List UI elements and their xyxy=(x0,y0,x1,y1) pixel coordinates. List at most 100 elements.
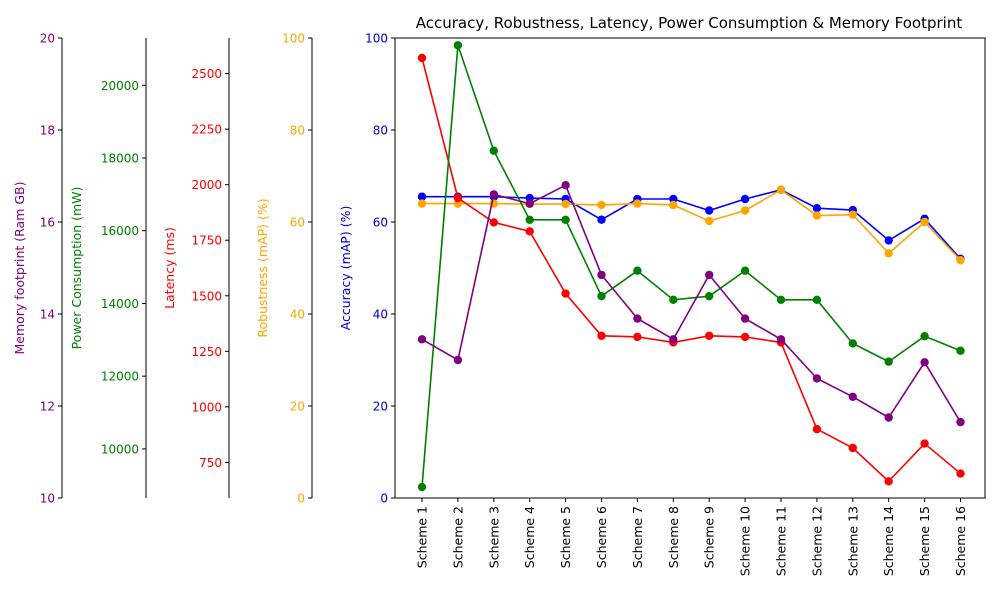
data-point-power xyxy=(884,357,893,366)
data-point-memory xyxy=(705,270,714,280)
data-point-robustness xyxy=(956,255,965,265)
data-point-memory xyxy=(812,374,822,383)
data-point-power xyxy=(776,295,786,305)
x-tick-label: Scheme 16 xyxy=(953,506,968,576)
data-point-power xyxy=(705,291,714,301)
x-tick-label: Scheme 6 xyxy=(594,506,609,568)
axis-tick-label-accuracy: 20 xyxy=(373,400,388,414)
axis-tick-label-robustness: 40 xyxy=(290,308,305,322)
series-line-latency xyxy=(421,57,962,483)
x-tick-label: Scheme 10 xyxy=(738,506,753,576)
data-point-accuracy xyxy=(597,215,606,224)
axis-tick-label-power: 12000 xyxy=(101,370,139,384)
data-point-power xyxy=(489,146,498,155)
data-point-latency xyxy=(812,424,822,434)
series-line-robustness xyxy=(422,188,962,261)
data-point-accuracy xyxy=(812,204,822,213)
axis-label-power: Power Consumption (mW) xyxy=(69,187,84,350)
data-point-latency xyxy=(956,469,965,478)
axis-tick-label-memory: 14 xyxy=(40,308,55,322)
data-point-memory xyxy=(920,358,929,367)
data-point-memory xyxy=(489,190,498,199)
axis-tick-label-latency: 1000 xyxy=(191,400,222,414)
axis-tick-label-memory: 12 xyxy=(40,400,55,414)
x-tick-label: Scheme 12 xyxy=(809,506,824,576)
axis-tick-label-accuracy: 40 xyxy=(373,308,388,322)
data-point-memory xyxy=(669,335,678,344)
data-point-power xyxy=(633,266,642,275)
axis-tick-label-robustness: 0 xyxy=(297,492,305,506)
data-point-latency xyxy=(740,332,750,342)
axis-tick-label-latency: 2500 xyxy=(191,67,222,81)
data-point-memory xyxy=(884,413,893,422)
axis-tick-label-accuracy: 100 xyxy=(365,32,388,46)
axis-tick-label-latency: 1500 xyxy=(191,289,222,303)
x-tick-label: Scheme 1 xyxy=(415,506,430,568)
axis-tick-label-memory: 16 xyxy=(40,216,55,230)
data-point-latency xyxy=(633,332,642,342)
x-tick-label: Scheme 15 xyxy=(917,506,932,576)
data-point-robustness xyxy=(669,200,678,210)
axis-label-robustness: Robustness (mAP) (%) xyxy=(255,198,270,337)
data-point-power xyxy=(920,331,929,341)
data-point-power xyxy=(740,266,750,275)
axis-tick-label-latency: 750 xyxy=(199,456,222,470)
data-point-robustness xyxy=(740,206,750,215)
axis-tick-label-power: 14000 xyxy=(101,297,139,311)
data-point-robustness xyxy=(776,185,786,194)
axis-tick-label-robustness: 100 xyxy=(282,32,305,46)
axis-tick-label-robustness: 60 xyxy=(290,216,305,230)
data-point-latency xyxy=(453,193,463,203)
data-point-latency xyxy=(920,439,929,448)
axis-tick-label-robustness: 80 xyxy=(290,124,305,138)
data-point-latency xyxy=(705,331,714,340)
data-point-memory xyxy=(417,335,427,344)
x-tick-label: Scheme 11 xyxy=(774,506,789,576)
axis-label-latency: Latency (ms) xyxy=(162,227,177,309)
axis-tick-label-memory: 10 xyxy=(40,492,55,506)
series-line-accuracy xyxy=(422,188,962,260)
data-point-memory xyxy=(740,314,750,323)
data-point-robustness xyxy=(884,249,893,258)
data-point-accuracy xyxy=(669,194,678,204)
data-point-power xyxy=(453,41,463,50)
axis-tick-label-accuracy: 60 xyxy=(373,216,388,230)
data-point-power xyxy=(848,339,857,348)
data-point-robustness xyxy=(417,199,427,208)
data-point-power xyxy=(956,346,965,355)
x-tick-label: Scheme 4 xyxy=(522,506,537,568)
axis-label-memory: Memory footprint (Ram GB) xyxy=(12,182,27,355)
x-tick-label: Scheme 7 xyxy=(630,506,645,568)
data-point-power xyxy=(525,215,534,225)
x-tick-label: Scheme 2 xyxy=(450,506,465,568)
data-point-robustness xyxy=(848,210,857,219)
data-point-memory xyxy=(597,270,606,280)
data-point-accuracy xyxy=(884,236,893,245)
x-tick-label: Scheme 9 xyxy=(702,506,717,568)
data-point-power xyxy=(669,295,678,305)
axis-tick-label-accuracy: 0 xyxy=(380,492,388,506)
data-point-memory xyxy=(525,199,534,208)
axis-tick-label-memory: 18 xyxy=(40,124,55,138)
axis-tick-label-latency: 1250 xyxy=(191,345,222,359)
data-point-power xyxy=(597,291,606,301)
x-tick-label: Scheme 8 xyxy=(666,506,681,568)
x-tick-label: Scheme 13 xyxy=(845,506,860,576)
data-point-memory xyxy=(633,314,642,323)
axis-tick-label-power: 20000 xyxy=(101,79,139,93)
axis-label-accuracy: Accuracy (mAP) (%) xyxy=(338,206,353,331)
axis-tick-label-latency: 1750 xyxy=(191,234,222,248)
data-point-latency xyxy=(597,331,606,340)
series-line-memory xyxy=(421,184,962,423)
data-point-latency xyxy=(848,443,857,453)
data-point-latency xyxy=(417,53,427,63)
data-point-power xyxy=(812,295,822,305)
data-point-latency xyxy=(525,227,534,236)
data-point-memory xyxy=(776,335,786,344)
data-point-robustness xyxy=(633,199,642,208)
x-tick-label: Scheme 14 xyxy=(881,506,896,576)
axis-tick-label-power: 18000 xyxy=(101,152,139,166)
data-point-memory xyxy=(453,355,463,365)
